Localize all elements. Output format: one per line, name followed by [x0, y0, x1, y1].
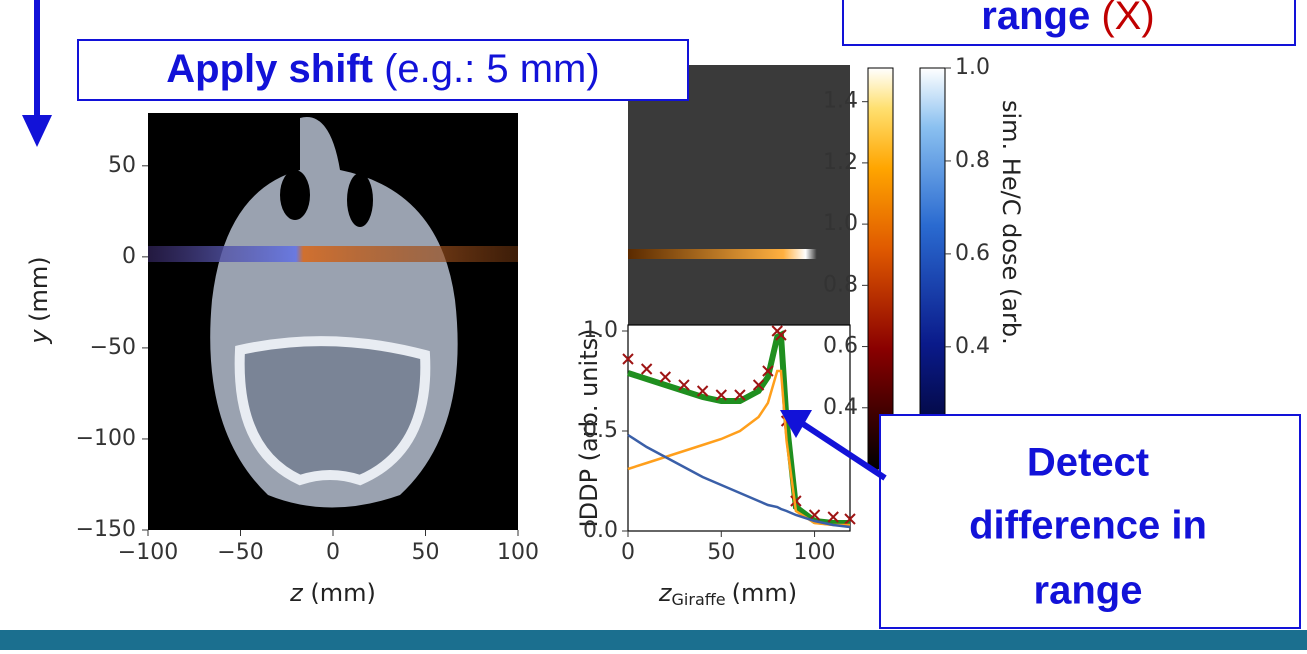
y-tick-label: −150	[76, 517, 136, 542]
label-var: y	[25, 329, 53, 345]
callout-text: range (X)	[981, 0, 1154, 38]
marker	[844, 513, 856, 525]
y-tick-label: 1.0	[583, 318, 618, 343]
x-tick-label: 50	[412, 540, 440, 565]
colorbar-tick-label: 0.4	[823, 395, 858, 420]
marker	[808, 509, 821, 521]
marker	[715, 389, 727, 401]
colorbar-tick-label: 0.4	[955, 334, 990, 359]
label-sub: Giraffe	[672, 590, 726, 609]
marker	[622, 353, 634, 365]
label-unit: (mm)	[310, 579, 375, 607]
y-tick-label: −100	[76, 426, 136, 451]
callout-rest: (e.g.: 5 mm)	[384, 47, 600, 91]
callout-box	[77, 39, 689, 101]
colorbar-tick-label: 0.6	[823, 334, 858, 359]
marker	[678, 379, 690, 391]
callout-box	[842, 0, 1296, 46]
sinus	[280, 170, 310, 220]
y-tick-label: 0.0	[583, 518, 618, 543]
x-tick-label: 100	[794, 540, 836, 565]
callout-bold: Apply shift	[166, 47, 373, 91]
marker	[790, 495, 802, 507]
x-axis-label: z (mm)	[289, 579, 376, 607]
x-tick-label: 0	[326, 540, 340, 565]
callout-line: range	[1034, 569, 1143, 613]
label-var: z	[289, 579, 304, 607]
callout-box	[879, 414, 1301, 629]
colorbar-label: sim. He/C dose (arb.	[997, 100, 1025, 345]
marker	[696, 385, 709, 397]
marker	[827, 511, 839, 523]
plot-frame	[627, 324, 851, 532]
label-unit: (mm)	[732, 579, 797, 607]
colorbar-tick-label: 1.0	[823, 211, 858, 236]
y-tick-label: −50	[90, 335, 136, 360]
dose-image	[628, 65, 850, 325]
curve	[627, 330, 850, 526]
footer-bar	[0, 630, 1307, 650]
x-tick-label: 50	[707, 540, 735, 565]
y-axis-label: IDDP (arb. units)	[575, 329, 603, 528]
arrow	[798, 419, 887, 481]
y-tick-label: 0.5	[583, 418, 618, 443]
x-tick-label: 0	[621, 540, 635, 565]
skull	[234, 336, 431, 486]
x-tick-label: 100	[497, 540, 539, 565]
y-axis-label: y (mm)	[25, 256, 53, 344]
callout-line: Detect	[1027, 441, 1149, 485]
marker	[659, 371, 672, 383]
colorbar-tick-label: 1.4	[823, 89, 858, 114]
marker	[640, 363, 653, 375]
arrow-head	[22, 115, 52, 147]
x-tick-label: −100	[118, 540, 178, 565]
x-tick-label: −50	[217, 540, 263, 565]
colorbar-tick-label: 0.8	[955, 148, 990, 173]
y-tick-label: 50	[108, 153, 136, 178]
callout-red: (X)	[1101, 0, 1154, 38]
callout-text: Apply shift (e.g.: 5 mm)	[166, 47, 599, 91]
callout-line: difference in	[969, 504, 1207, 548]
colorbar	[919, 67, 946, 464]
x-axis-label: zGiraffe (mm)	[658, 579, 797, 609]
colorbar-tick-label: 1.2	[823, 150, 858, 175]
colorbar-tick-label: 0.6	[955, 241, 990, 266]
sinus	[347, 173, 373, 227]
colorbar	[867, 67, 894, 470]
marker	[752, 379, 765, 391]
label-unit: (mm)	[25, 256, 53, 321]
colorbar-tick-label: 1.0	[955, 55, 990, 80]
y-tick-label: 0	[122, 244, 136, 269]
arrow-head	[780, 410, 812, 438]
callout-bold: range	[981, 0, 1090, 38]
beam	[628, 249, 850, 259]
marker	[762, 365, 774, 377]
label-var: z	[658, 579, 673, 607]
marker	[734, 389, 746, 401]
colorbar-tick-label: 0.8	[823, 272, 858, 297]
beam	[148, 246, 518, 262]
curve	[627, 433, 851, 529]
marker	[775, 329, 787, 341]
